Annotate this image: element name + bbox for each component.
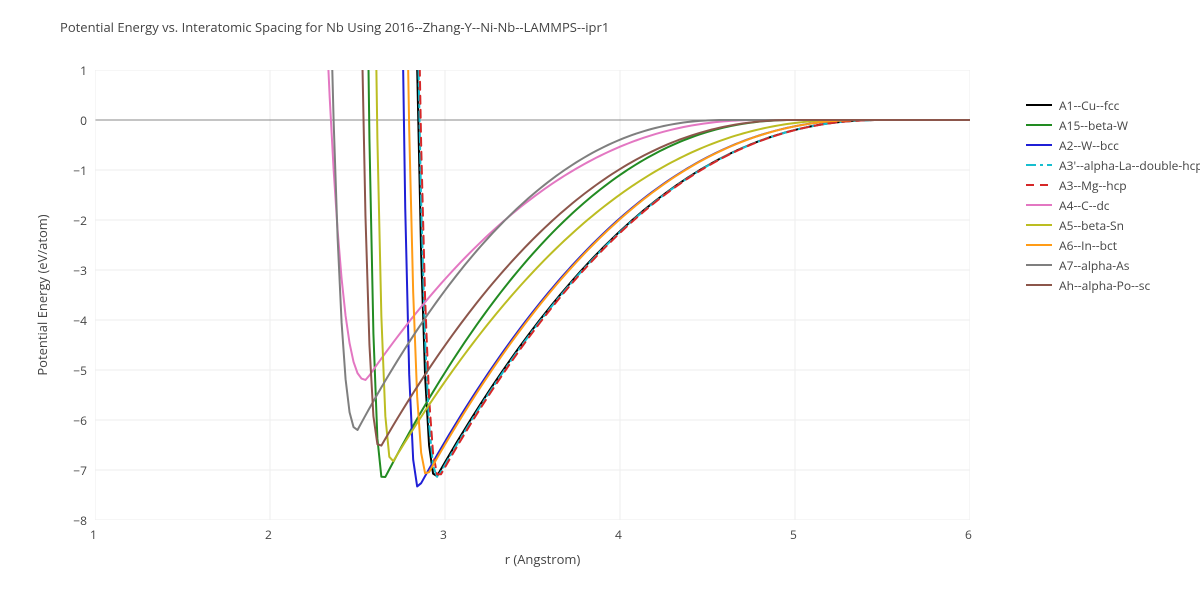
x-tick-label: 6	[965, 526, 972, 543]
legend-swatch	[1025, 98, 1053, 112]
y-tick-label: 0	[80, 112, 87, 129]
legend-item[interactable]: Ah--alpha-Po--sc	[1025, 275, 1200, 295]
y-tick-label: 1	[80, 62, 87, 79]
legend-item[interactable]: A3'--alpha-La--double-hcp	[1025, 155, 1200, 175]
legend-swatch	[1025, 138, 1053, 152]
x-axis-label: r (Angstrom)	[483, 550, 603, 568]
legend: A1--Cu--fcc A15--beta-W A2--W--bcc A3'--alp…	[1025, 95, 1200, 295]
legend-item[interactable]: A7--alpha-As	[1025, 255, 1200, 275]
legend-label: Ah--alpha-Po--sc	[1059, 277, 1150, 294]
y-tick-label: −3	[73, 262, 87, 279]
legend-item[interactable]: A15--beta-W	[1025, 115, 1200, 135]
legend-swatch	[1025, 238, 1053, 252]
y-tick-label: −8	[73, 512, 87, 529]
legend-swatch	[1025, 258, 1053, 272]
y-axis-label: Potential Energy (eV/atom)	[33, 205, 51, 385]
y-tick-label: −5	[73, 362, 87, 379]
legend-label: A15--beta-W	[1059, 117, 1128, 134]
legend-swatch	[1025, 118, 1053, 132]
y-tick-label: −7	[73, 462, 87, 479]
legend-item[interactable]: A6--In--bct	[1025, 235, 1200, 255]
legend-label: A3--Mg--hcp	[1059, 177, 1127, 194]
y-tick-label: −2	[73, 212, 87, 229]
legend-item[interactable]: A5--beta-Sn	[1025, 215, 1200, 235]
x-tick-label: 4	[615, 526, 622, 543]
y-tick-label: −1	[73, 162, 87, 179]
legend-item[interactable]: A3--Mg--hcp	[1025, 175, 1200, 195]
legend-item[interactable]: A4--C--dc	[1025, 195, 1200, 215]
legend-swatch	[1025, 178, 1053, 192]
legend-label: A7--alpha-As	[1059, 257, 1129, 274]
chart-frame: Potential Energy vs. Interatomic Spacing…	[0, 0, 1200, 600]
y-tick-label: −4	[73, 312, 87, 329]
legend-swatch	[1025, 218, 1053, 232]
legend-label: A2--W--bcc	[1059, 137, 1119, 154]
legend-label: A5--beta-Sn	[1059, 217, 1124, 234]
legend-item[interactable]: A1--Cu--fcc	[1025, 95, 1200, 115]
legend-swatch	[1025, 278, 1053, 292]
legend-swatch	[1025, 158, 1053, 172]
x-tick-label: 2	[265, 526, 272, 543]
x-tick-label: 5	[790, 526, 797, 543]
chart-title: Potential Energy vs. Interatomic Spacing…	[60, 18, 609, 36]
legend-label: A4--C--dc	[1059, 197, 1110, 214]
legend-label: A1--Cu--fcc	[1059, 97, 1119, 114]
legend-label: A3'--alpha-La--double-hcp	[1059, 157, 1200, 174]
legend-item[interactable]: A2--W--bcc	[1025, 135, 1200, 155]
x-tick-label: 1	[90, 526, 97, 543]
legend-swatch	[1025, 198, 1053, 212]
y-tick-label: −6	[73, 412, 87, 429]
legend-label: A6--In--bct	[1059, 237, 1117, 254]
x-tick-label: 3	[440, 526, 447, 543]
plot-area	[95, 70, 970, 520]
